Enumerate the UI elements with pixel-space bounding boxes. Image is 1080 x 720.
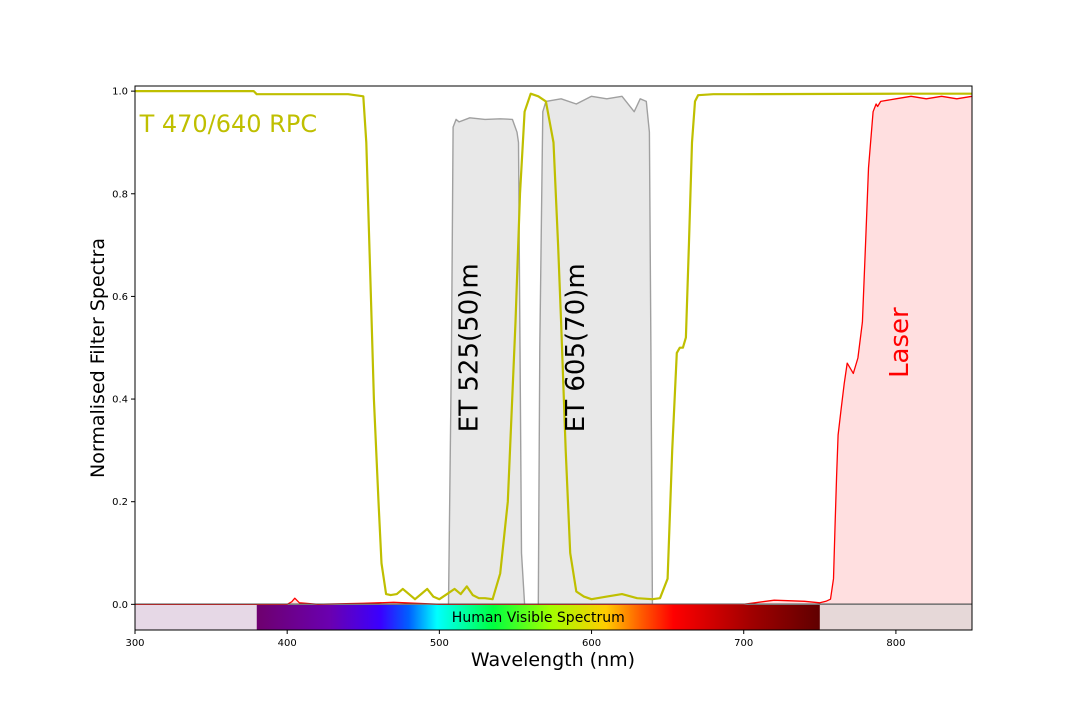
y-tick-label: 0.4 <box>112 395 128 406</box>
spectrum-uv-region <box>135 604 257 630</box>
series-line-laser <box>135 95 972 605</box>
annotation-1: T 470/640 RPC <box>139 110 318 138</box>
series-fill-laser <box>135 96 972 605</box>
visible-spectrum-bar <box>256 604 820 630</box>
annotation-2: ET 525(50)m <box>454 263 484 432</box>
y-tick-label: 0.0 <box>112 600 128 611</box>
x-tick-label: 500 <box>430 638 449 649</box>
x-tick-label: 300 <box>125 638 144 649</box>
plot-frame <box>134 85 973 631</box>
annotation-3: ET 605(70)m <box>561 263 591 432</box>
y-axis-title: Normalised Filter Spectra <box>87 238 109 478</box>
visible-spectrum-label: Human Visible Spectrum <box>452 610 625 626</box>
series-line-t470-640rpc <box>135 90 972 601</box>
series-line-et605 <box>135 95 972 605</box>
y-axis: 0.0 0.2 0.4 0.6 0.8 1.0 <box>112 87 135 611</box>
x-axis: 300 400 500 600 700 800 <box>125 630 905 649</box>
y-tick-label: 0.8 <box>112 189 128 200</box>
x-tick-label: 800 <box>886 638 905 649</box>
y-tick-label: 0.2 <box>112 497 128 508</box>
spectrum-ir-region <box>819 604 972 630</box>
plot-area: Human Visible Spectrum T 470/640 RPC ET 5… <box>134 85 973 631</box>
y-tick-label: 0.6 <box>112 292 128 303</box>
series-line-et525 <box>135 117 972 605</box>
x-tick-label: 600 <box>582 638 601 649</box>
y-tick-label: 1.0 <box>112 87 128 98</box>
x-axis-title: Wavelength (nm) <box>471 649 635 671</box>
annotation-4: Laser <box>885 307 915 378</box>
x-tick-label: 700 <box>734 638 753 649</box>
x-tick-label: 400 <box>278 638 297 649</box>
series-fill-et605 <box>135 96 972 605</box>
